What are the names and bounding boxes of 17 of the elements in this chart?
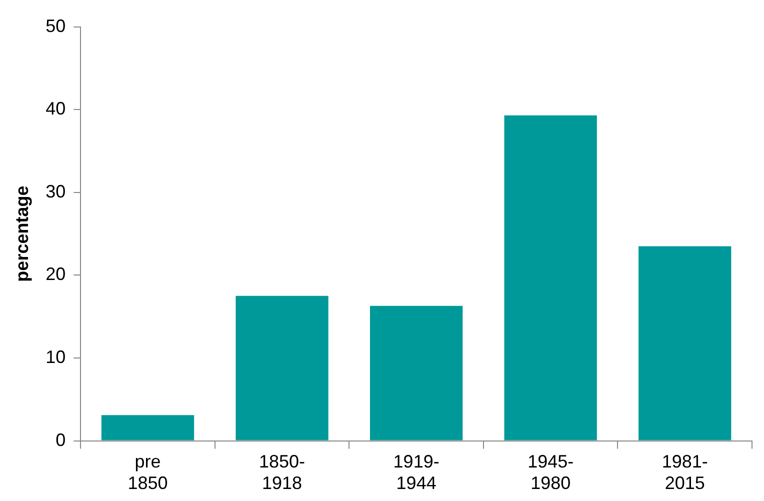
bar xyxy=(236,296,328,440)
x-tick-label: pre 1850 xyxy=(128,452,168,494)
x-tick-label: 1981-2015 xyxy=(662,452,708,494)
y-tick-label: 20 xyxy=(46,264,66,284)
bar xyxy=(101,415,194,440)
y-tick-label: 30 xyxy=(46,181,66,202)
y-tick-label: 40 xyxy=(46,98,66,119)
y-tick-label: 10 xyxy=(46,346,66,367)
y-axis-title: percentage xyxy=(12,186,32,282)
bar xyxy=(504,115,597,440)
x-tick-label: 1945-1980 xyxy=(528,452,574,494)
bar xyxy=(638,246,732,440)
bar xyxy=(370,306,463,440)
y-tick-label: 0 xyxy=(56,430,66,450)
x-tick-label: 1850-1918 xyxy=(259,452,306,494)
y-tick-label: 50 xyxy=(46,16,66,36)
x-tick-label: 1919-1944 xyxy=(393,452,440,494)
